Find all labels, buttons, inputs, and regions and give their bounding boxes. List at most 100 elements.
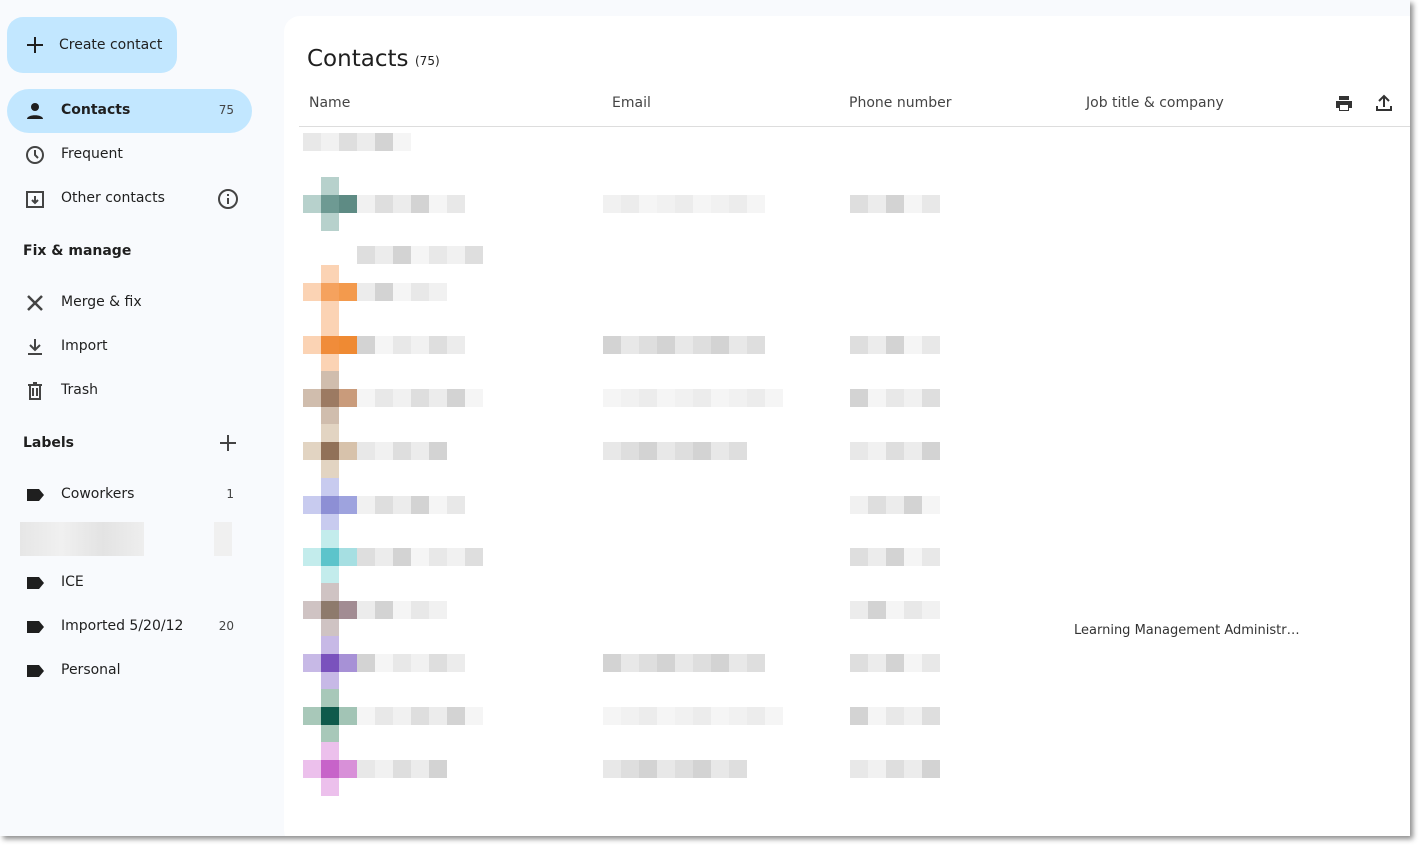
pixel-email: [729, 654, 747, 672]
nav-item[interactable]: Other contacts: [7, 177, 252, 221]
pixel-email: [675, 336, 693, 354]
column-header[interactable]: Phone number: [849, 95, 952, 111]
pixel-name: [411, 654, 429, 672]
section-heading: Fix & manage: [23, 243, 132, 259]
pixel-email: [747, 389, 765, 407]
pixel-avatar: [321, 760, 339, 778]
pixel-avatar: [321, 318, 339, 336]
pixel-avatar: [303, 442, 321, 460]
pixel-name: [411, 283, 429, 301]
pixel-email: [747, 195, 765, 213]
pixel-name: [375, 496, 393, 514]
pixel-name: [429, 283, 447, 301]
contact-count: (75): [415, 54, 440, 68]
pixel-email: [657, 389, 675, 407]
pixel-email: [639, 707, 657, 725]
pixel-email: [693, 389, 711, 407]
pixel-email: [765, 389, 783, 407]
pixel-phone: [886, 336, 904, 354]
pixel-avatar: [321, 424, 339, 442]
pixel-email: [747, 707, 765, 725]
pixel-name: [393, 707, 411, 725]
pixel-avatar: [339, 654, 357, 672]
pixel-email: [657, 442, 675, 460]
pixel-name: [375, 336, 393, 354]
pixel-email: [639, 389, 657, 407]
pixel-name: [375, 283, 393, 301]
pixel-name: [357, 336, 375, 354]
pixel-avatar: [321, 336, 339, 354]
pixel-email: [675, 389, 693, 407]
create-contact-button[interactable]: Create contact: [7, 17, 177, 73]
pixel-phone: [922, 707, 940, 725]
label-item[interactable]: Coworkers 1: [7, 473, 252, 517]
column-header[interactable]: Name: [309, 95, 351, 111]
pixel-name: [411, 195, 429, 213]
column-header[interactable]: Email: [612, 95, 651, 111]
label-name: Personal: [61, 662, 121, 678]
pixel-phone: [922, 601, 940, 619]
pixel-name: [429, 548, 447, 566]
pixel-email: [639, 442, 657, 460]
pixel-phone: [886, 548, 904, 566]
pixel-phone: [868, 195, 886, 213]
nav-item[interactable]: Import: [7, 325, 252, 369]
pixel-email: [621, 336, 639, 354]
pixel-phone: [850, 654, 868, 672]
label-name: ICE: [61, 574, 84, 590]
pixel-avatar: [339, 601, 357, 619]
pixel-name: [465, 389, 483, 407]
pixel-name: [411, 336, 429, 354]
pixel-avatar: [339, 442, 357, 460]
pixel-avatar: [321, 548, 339, 566]
pixel-avatar: [303, 283, 321, 301]
pixel-phone: [922, 442, 940, 460]
history-icon: [26, 146, 44, 164]
pixel-name: [375, 760, 393, 778]
add-label-icon[interactable]: [218, 433, 238, 453]
pixel-phone: [922, 496, 940, 514]
job-title: Learning Management Administr…: [1074, 623, 1300, 638]
label-item[interactable]: Personal: [7, 649, 252, 693]
pixel-avatar: [321, 689, 339, 707]
info-icon[interactable]: [217, 188, 239, 210]
pixel-email: [693, 195, 711, 213]
pixel-email: [621, 442, 639, 460]
pixel-phone: [868, 389, 886, 407]
pixel-email: [657, 654, 675, 672]
label-name: Coworkers: [61, 486, 135, 502]
pixel-email: [621, 707, 639, 725]
pixel-avatar: [321, 654, 339, 672]
label-item[interactable]: Imported 5/20/12 20: [7, 605, 252, 649]
pixel-name: [357, 389, 375, 407]
pixel-name: [447, 336, 465, 354]
pixel-name: [393, 548, 411, 566]
pixel-name: [357, 707, 375, 725]
column-header[interactable]: Job title & company: [1086, 95, 1224, 111]
pixel-name: [375, 548, 393, 566]
pixel-avatar: [321, 496, 339, 514]
pixel-phone: [886, 654, 904, 672]
pixel-name: [393, 246, 411, 264]
pixel-avatar: [303, 336, 321, 354]
pixelated-label: [20, 522, 144, 556]
print-icon[interactable]: [1334, 93, 1354, 113]
pixel-email: [603, 336, 621, 354]
pixel-name: [429, 195, 447, 213]
pixel-email: [711, 707, 729, 725]
pixel-avatar: [321, 601, 339, 619]
nav-item[interactable]: Trash: [7, 369, 252, 413]
export-icon[interactable]: [1374, 93, 1394, 113]
pixel-email: [621, 654, 639, 672]
nav-item[interactable]: Contacts 75: [7, 89, 252, 133]
pixel-email: [729, 707, 747, 725]
label-icon: [27, 489, 44, 501]
pixel-name: [411, 389, 429, 407]
pixel-name: [357, 654, 375, 672]
nav-item[interactable]: Merge & fix: [7, 281, 252, 325]
pixel-phone: [868, 601, 886, 619]
pixel-name: [357, 195, 375, 213]
label-item[interactable]: ICE: [7, 561, 252, 605]
nav-item[interactable]: Frequent: [7, 133, 252, 177]
pixel-phone: [922, 336, 940, 354]
